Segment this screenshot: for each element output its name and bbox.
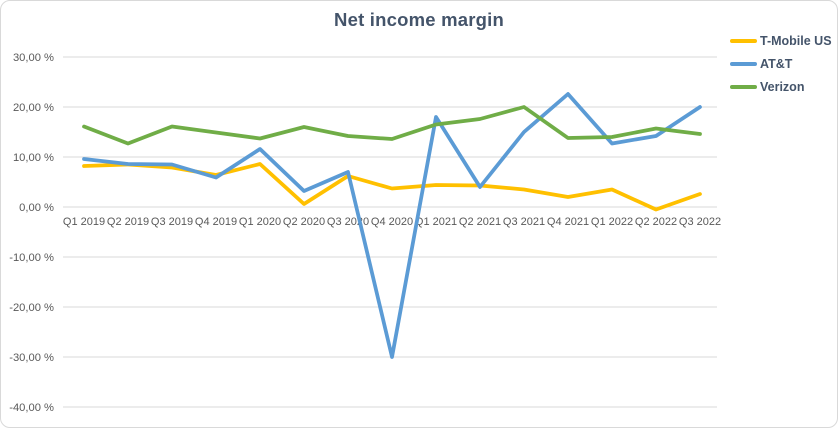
- y-axis-tick-label: 10,00 %: [13, 152, 54, 164]
- x-axis-tick-label: Q4 2019: [195, 216, 237, 228]
- x-axis-tick-label: Q1 2020: [239, 216, 281, 228]
- series-line-at-t: [82, 92, 702, 359]
- x-axis-tick-label: Q3 2022: [679, 216, 721, 228]
- y-axis-tick-label: -20,00 %: [9, 302, 54, 314]
- x-axis-tick-label: Q1 2021: [415, 216, 457, 228]
- x-axis-tick-label: Q4 2020: [371, 216, 413, 228]
- x-axis-tick-label: Q4 2021: [547, 216, 589, 228]
- x-axis-tick-label: Q2 2022: [635, 216, 677, 228]
- legend-line-swatch-tmobile: [730, 39, 757, 43]
- series-line-verizon: [82, 105, 702, 146]
- legend-label-tmobile: T-Mobile US: [760, 34, 832, 48]
- legend-label-att: AT&T: [760, 57, 793, 71]
- x-axis-tick-label: Q2 2019: [107, 216, 149, 228]
- x-axis-tick-label: Q2 2021: [459, 216, 501, 228]
- x-axis-tick-label: Q3 2021: [503, 216, 545, 228]
- legend-item-tmobile: T-Mobile US: [730, 30, 832, 52]
- chart-title: Net income margin: [334, 9, 504, 30]
- legend-item-verizon: Verizon: [730, 76, 832, 98]
- y-axis-tick-label: -30,00 %: [9, 352, 54, 364]
- y-axis-tick-label: 20,00 %: [13, 102, 54, 114]
- x-axis-tick-label: Q1 2022: [591, 216, 633, 228]
- legend-label-verizon: Verizon: [760, 80, 805, 94]
- legend-line-swatch-verizon: [730, 85, 757, 89]
- y-axis-tick-label: 30,00 %: [13, 52, 54, 64]
- legend-item-att: AT&T: [730, 53, 832, 75]
- y-axis-tick-label: 0,00 %: [19, 202, 54, 214]
- legend: T-Mobile US AT&T Verizon: [730, 30, 832, 99]
- x-axis-tick-label: Q3 2019: [151, 216, 193, 228]
- series-line-t-mobile-us: [82, 162, 702, 212]
- x-axis-tick-label: Q2 2020: [283, 216, 325, 228]
- y-axis-tick-label: -10,00 %: [9, 252, 54, 264]
- x-axis-tick-label: Q1 2019: [63, 216, 105, 228]
- legend-line-swatch-att: [730, 62, 757, 66]
- y-axis-tick-label: -40,00 %: [9, 402, 54, 414]
